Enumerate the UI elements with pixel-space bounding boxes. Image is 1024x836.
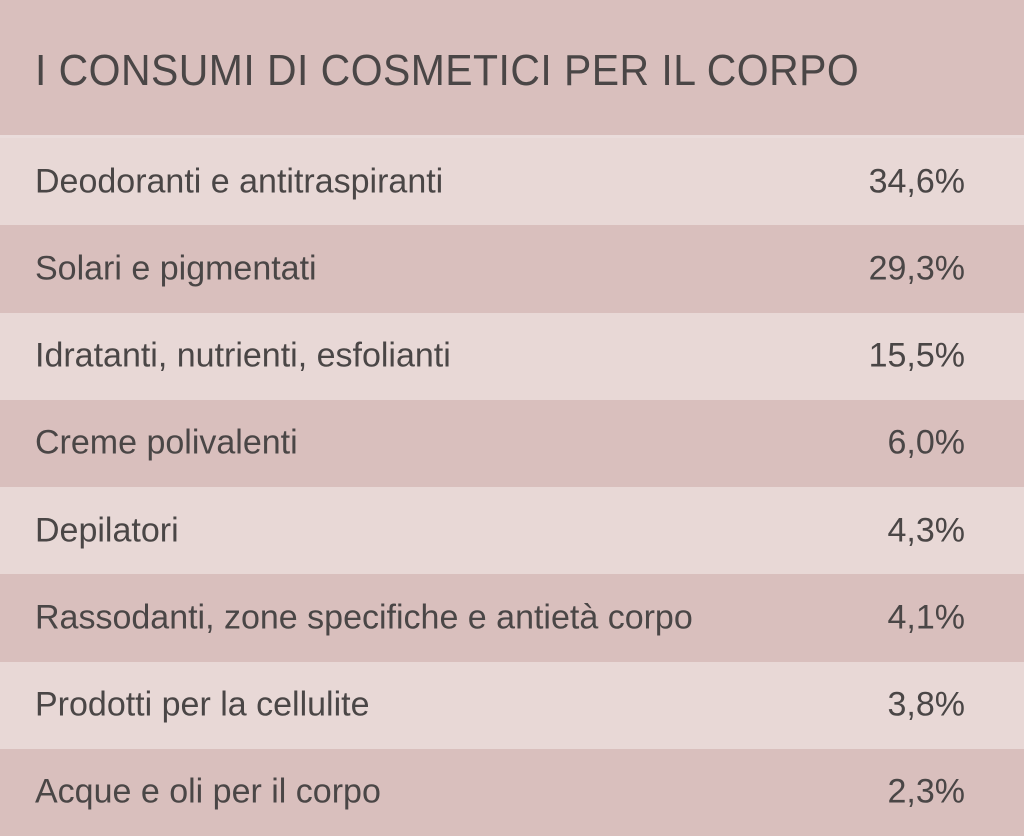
row-value: 3,8%: [887, 685, 966, 724]
table-row: Depilatori 4,3%: [0, 487, 1024, 575]
row-label: Deodoranti e antitraspiranti: [35, 162, 444, 201]
row-value: 6,0%: [887, 423, 966, 462]
row-label: Rassodanti, zone specifiche e antietà co…: [35, 598, 693, 637]
table: Deodoranti e antitraspiranti 34,6% Solari …: [0, 138, 1024, 836]
row-value: 4,1%: [887, 598, 966, 637]
row-label: Prodotti per la cellulite: [35, 685, 370, 724]
row-value: 34,6%: [868, 162, 965, 201]
row-label: Solari e pigmentati: [35, 249, 317, 288]
table-row: Deodoranti e antitraspiranti 34,6%: [0, 138, 1024, 226]
row-label: Depilatori: [35, 511, 179, 550]
row-value: 29,3%: [868, 249, 965, 288]
table-row: Creme polivalenti 6,0%: [0, 399, 1024, 487]
table-row: Solari e pigmentati 29,3%: [0, 225, 1024, 313]
table-row: Idratanti, nutrienti, esfolianti 15,5%: [0, 312, 1024, 400]
table-row: Prodotti per la cellulite 3,8%: [0, 661, 1024, 749]
row-label: Idratanti, nutrienti, esfolianti: [35, 336, 451, 375]
row-value: 15,5%: [868, 336, 965, 375]
row-value: 2,3%: [887, 772, 966, 811]
table-row: Rassodanti, zone specifiche e antietà co…: [0, 574, 1024, 662]
row-value: 4,3%: [887, 511, 966, 550]
title: I CONSUMI DI COSMETICI PER IL CORPO: [35, 46, 860, 95]
row-label: Creme polivalenti: [35, 423, 298, 462]
row-label: Acque e oli per il corpo: [35, 772, 381, 811]
header: I CONSUMI DI COSMETICI PER IL CORPO: [0, 0, 1024, 138]
table-row: Acque e oli per il corpo 2,3%: [0, 748, 1024, 836]
